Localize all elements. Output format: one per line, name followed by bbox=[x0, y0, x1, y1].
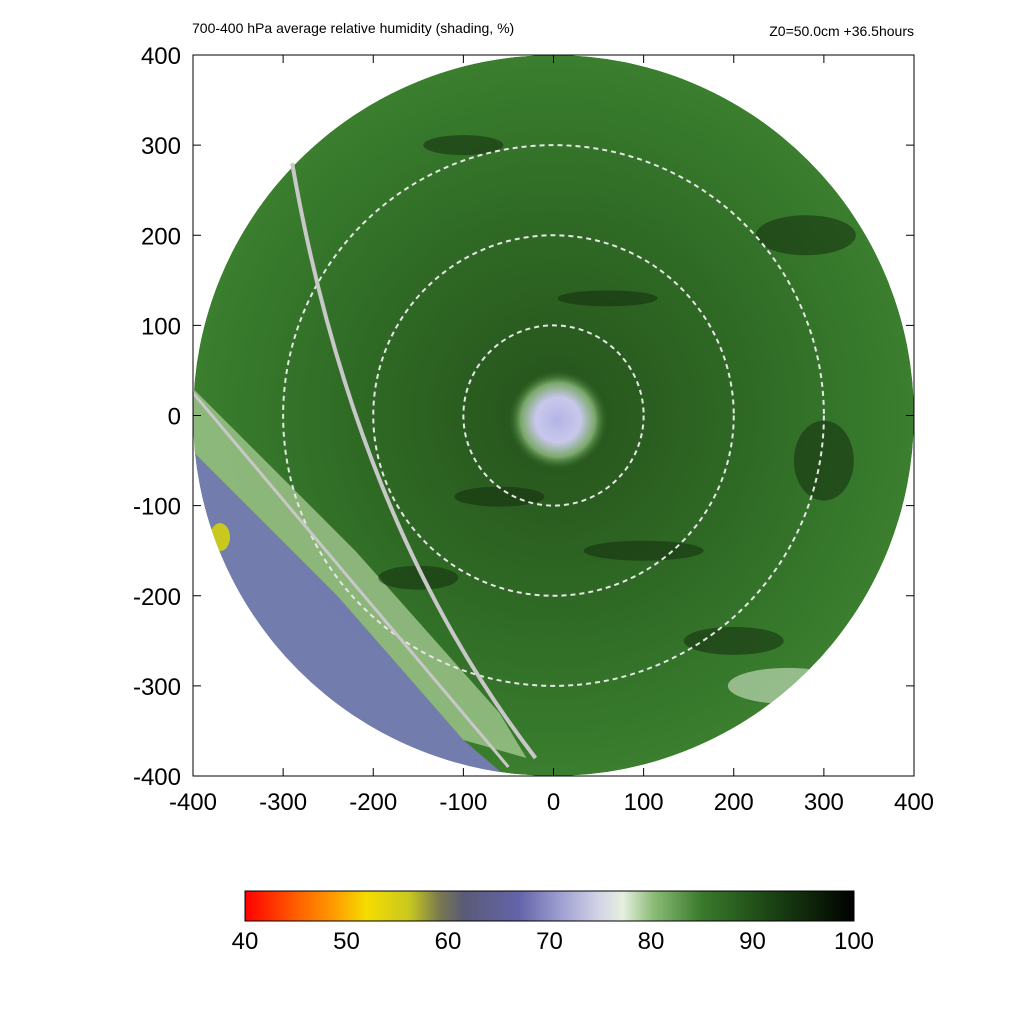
colorbar-tick-label: 60 bbox=[435, 928, 462, 955]
colorbar-tick-label: 50 bbox=[333, 928, 360, 955]
y-tick-label: -400 bbox=[133, 764, 181, 791]
y-tick-label: 200 bbox=[141, 223, 181, 250]
track-lines bbox=[191, 162, 538, 768]
range-ring bbox=[372, 234, 735, 597]
colorbar-tick-label: 80 bbox=[638, 928, 665, 955]
colorbar bbox=[244, 890, 855, 922]
y-tick-label: 300 bbox=[141, 133, 181, 160]
x-tick-label: -400 bbox=[169, 789, 217, 816]
humidity-field bbox=[193, 55, 914, 776]
dry-spot bbox=[210, 523, 231, 552]
moist-band bbox=[423, 135, 504, 156]
x-axis: -400 -300 -200 -100 0 100 200 300 400 bbox=[169, 55, 934, 816]
y-tick-label: -200 bbox=[133, 584, 181, 611]
x-tick-label: -300 bbox=[259, 789, 307, 816]
y-tick-label: 0 bbox=[168, 404, 181, 431]
y-tick-label: 100 bbox=[141, 313, 181, 340]
y-tick-label: 400 bbox=[141, 43, 181, 70]
chart-title: 700-400 hPa average relative humidity (s… bbox=[192, 20, 514, 36]
range-ring bbox=[282, 144, 825, 687]
x-tick-label: -200 bbox=[349, 789, 397, 816]
range-rings bbox=[282, 144, 825, 687]
moist-band bbox=[557, 290, 658, 307]
moist-band bbox=[454, 486, 545, 507]
transition-band bbox=[193, 388, 527, 758]
x-tick-label: 0 bbox=[547, 789, 560, 816]
x-tick-label: -100 bbox=[439, 789, 487, 816]
colorbar-tick-label: 70 bbox=[536, 928, 563, 955]
light-patch bbox=[727, 667, 848, 704]
x-tick-label: 200 bbox=[714, 789, 754, 816]
colorbar-tick-label: 40 bbox=[232, 928, 259, 955]
range-ring bbox=[462, 324, 645, 507]
moist-band bbox=[793, 420, 854, 501]
x-tick-label: 300 bbox=[804, 789, 844, 816]
track-line bbox=[290, 162, 538, 760]
x-tick-label: 100 bbox=[624, 789, 664, 816]
colorbar-tick-label: 100 bbox=[834, 928, 874, 955]
x-tick-label: 400 bbox=[894, 789, 934, 816]
moist-band bbox=[583, 540, 704, 561]
storm-eye-region bbox=[508, 370, 608, 470]
moist-band bbox=[683, 626, 784, 655]
moist-band bbox=[378, 565, 459, 590]
y-tick-label: -100 bbox=[133, 494, 181, 521]
moist-band bbox=[755, 215, 856, 256]
colorbar-tick-label: 90 bbox=[739, 928, 766, 955]
colorbar-ticks: 40 50 60 70 80 90 100 bbox=[232, 928, 874, 955]
chart-subtitle: Z0=50.0cm +36.5hours bbox=[769, 23, 914, 39]
track-line bbox=[191, 392, 510, 768]
y-tick-label: -300 bbox=[133, 674, 181, 701]
y-axis: 400 300 200 100 0 -100 -200 -300 -400 bbox=[133, 43, 914, 791]
